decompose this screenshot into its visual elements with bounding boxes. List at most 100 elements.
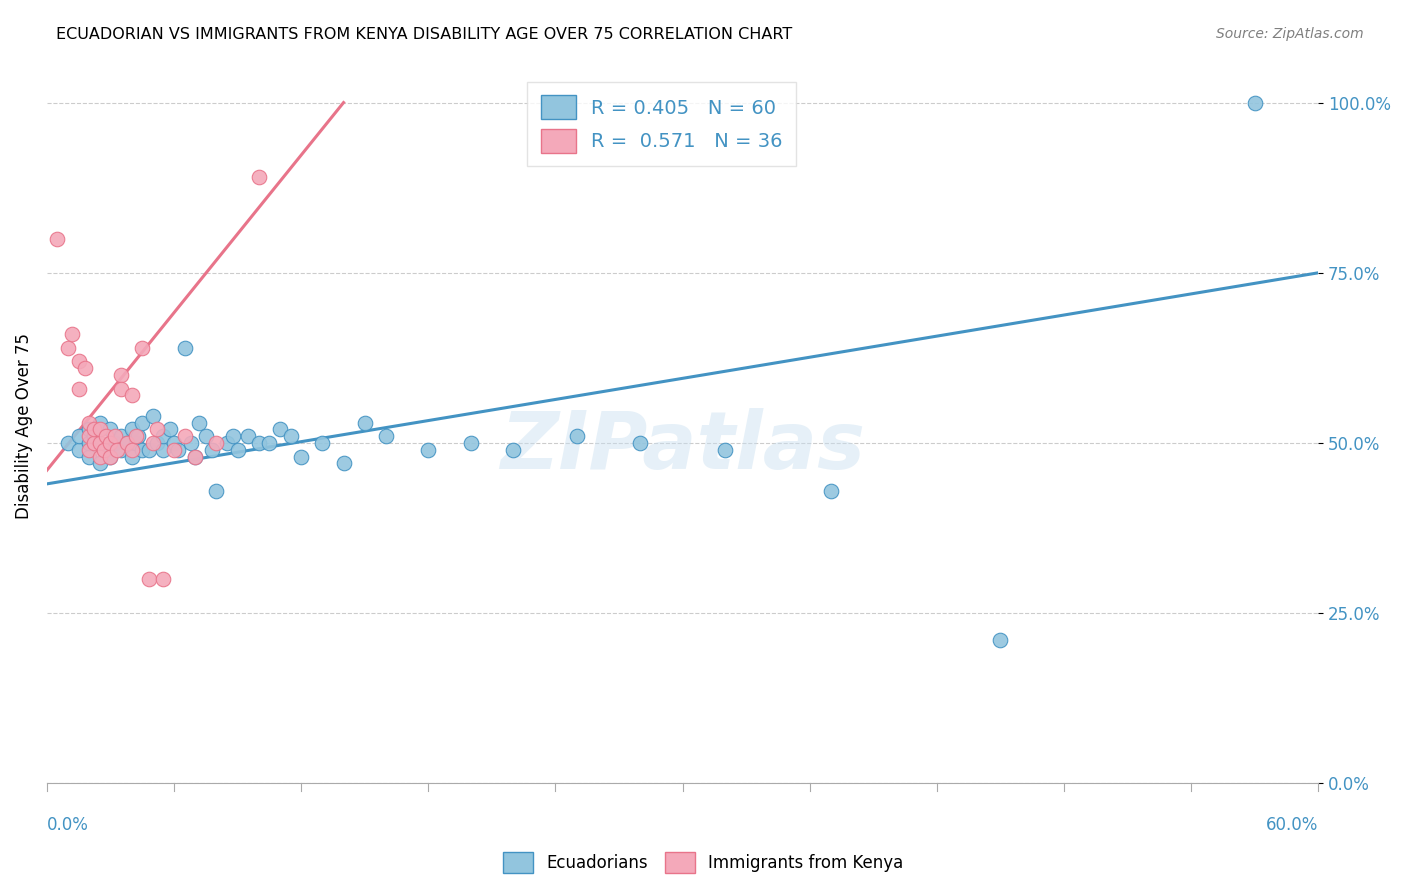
- Point: [121, 388, 143, 402]
- Point: [46, 232, 69, 246]
- Point: [77, 429, 100, 443]
- Point: [56, 436, 79, 450]
- Point: [104, 436, 127, 450]
- Point: [1243, 95, 1265, 110]
- Point: [83, 422, 105, 436]
- Point: [167, 442, 190, 457]
- Point: [152, 572, 174, 586]
- Legend: Ecuadorians, Immigrants from Kenya: Ecuadorians, Immigrants from Kenya: [496, 846, 910, 880]
- Text: ZIPatlas: ZIPatlas: [501, 409, 865, 486]
- Point: [184, 450, 207, 464]
- Point: [332, 457, 354, 471]
- Point: [131, 416, 153, 430]
- Point: [205, 483, 228, 498]
- Point: [565, 429, 588, 443]
- Point: [100, 422, 122, 436]
- Point: [89, 422, 111, 436]
- Point: [93, 442, 115, 457]
- Point: [100, 450, 122, 464]
- Point: [121, 450, 143, 464]
- Point: [100, 436, 122, 450]
- Point: [83, 436, 105, 450]
- Point: [820, 483, 842, 498]
- Point: [247, 436, 270, 450]
- Point: [89, 436, 111, 450]
- Point: [152, 442, 174, 457]
- Point: [142, 436, 165, 450]
- Point: [159, 422, 181, 436]
- Point: [67, 429, 90, 443]
- Point: [131, 442, 153, 457]
- Point: [247, 170, 270, 185]
- Point: [502, 442, 524, 457]
- Point: [460, 436, 482, 450]
- Point: [374, 429, 396, 443]
- Point: [290, 450, 312, 464]
- Point: [205, 436, 228, 450]
- Point: [215, 436, 238, 450]
- Point: [110, 368, 132, 382]
- Point: [77, 416, 100, 430]
- Text: 60.0%: 60.0%: [1265, 815, 1319, 834]
- Point: [100, 436, 122, 450]
- Point: [138, 572, 160, 586]
- Point: [93, 442, 115, 457]
- Text: Source: ZipAtlas.com: Source: ZipAtlas.com: [1216, 27, 1364, 41]
- Point: [131, 341, 153, 355]
- Point: [121, 442, 143, 457]
- Point: [56, 341, 79, 355]
- Point: [67, 442, 90, 457]
- Point: [125, 429, 148, 443]
- Point: [89, 450, 111, 464]
- Point: [259, 436, 281, 450]
- Point: [117, 436, 139, 450]
- Point: [60, 327, 83, 342]
- Point: [194, 429, 217, 443]
- Point: [226, 442, 249, 457]
- Point: [121, 422, 143, 436]
- Point: [77, 422, 100, 436]
- Point: [110, 382, 132, 396]
- Point: [110, 429, 132, 443]
- Point: [163, 436, 186, 450]
- Point: [152, 429, 174, 443]
- Point: [188, 416, 211, 430]
- Point: [173, 341, 195, 355]
- Point: [67, 382, 90, 396]
- Y-axis label: Disability Age Over 75: Disability Age Over 75: [15, 333, 32, 519]
- Point: [418, 442, 440, 457]
- Point: [353, 416, 375, 430]
- Point: [201, 442, 224, 457]
- Point: [990, 633, 1012, 648]
- Point: [146, 436, 169, 450]
- Point: [125, 436, 148, 450]
- Point: [110, 442, 132, 457]
- Point: [269, 422, 291, 436]
- Point: [96, 429, 118, 443]
- Point: [77, 450, 100, 464]
- Point: [104, 429, 127, 443]
- Point: [89, 416, 111, 430]
- Point: [180, 436, 202, 450]
- Point: [184, 450, 207, 464]
- Point: [83, 429, 105, 443]
- Point: [138, 442, 160, 457]
- Point: [628, 436, 651, 450]
- Point: [163, 442, 186, 457]
- Legend: R = 0.405   N = 60, R =  0.571   N = 36: R = 0.405 N = 60, R = 0.571 N = 36: [527, 82, 796, 166]
- Point: [77, 436, 100, 450]
- Point: [89, 457, 111, 471]
- Point: [173, 429, 195, 443]
- Point: [77, 442, 100, 457]
- Point: [127, 429, 149, 443]
- Point: [73, 361, 96, 376]
- Point: [67, 354, 90, 368]
- Text: ECUADORIAN VS IMMIGRANTS FROM KENYA DISABILITY AGE OVER 75 CORRELATION CHART: ECUADORIAN VS IMMIGRANTS FROM KENYA DISA…: [56, 27, 793, 42]
- Point: [146, 422, 169, 436]
- Point: [105, 442, 128, 457]
- Point: [311, 436, 333, 450]
- Point: [142, 409, 165, 423]
- Point: [714, 442, 737, 457]
- Text: 0.0%: 0.0%: [46, 815, 89, 834]
- Point: [100, 450, 122, 464]
